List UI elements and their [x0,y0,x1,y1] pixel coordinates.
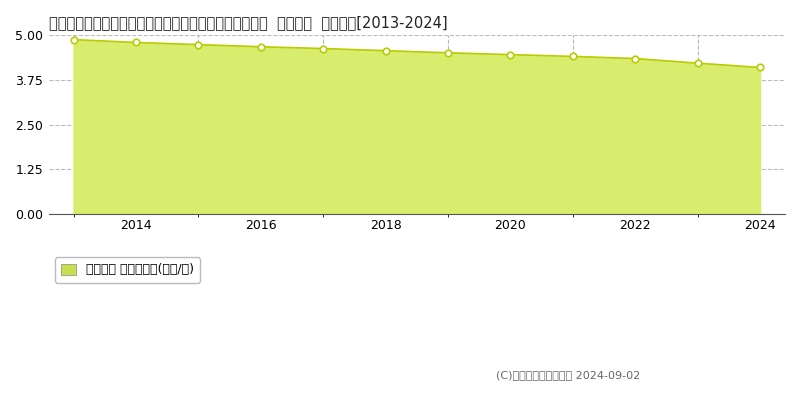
Point [130,39,142,46]
Text: (C)土地価格ドットコム 2024-09-02: (C)土地価格ドットコム 2024-09-02 [496,370,640,380]
Point [379,48,392,54]
Point [629,55,642,62]
Point [67,36,80,43]
Point [754,64,766,71]
Point [691,60,704,66]
Point [317,45,330,52]
Point [254,44,267,50]
Text: 栃木県下都賀郡壬生町大字壬生甲字車塚３４５３番１外  地価公示  地価推移[2013-2024]: 栃木県下都賀郡壬生町大字壬生甲字車塚３４５３番１外 地価公示 地価推移[2013… [49,15,447,30]
Point [504,52,517,58]
Point [442,50,454,56]
Point [566,53,579,60]
Legend: 地価公示 平均坪単価(万円/坪): 地価公示 平均坪単価(万円/坪) [55,257,200,283]
Point [192,42,205,48]
